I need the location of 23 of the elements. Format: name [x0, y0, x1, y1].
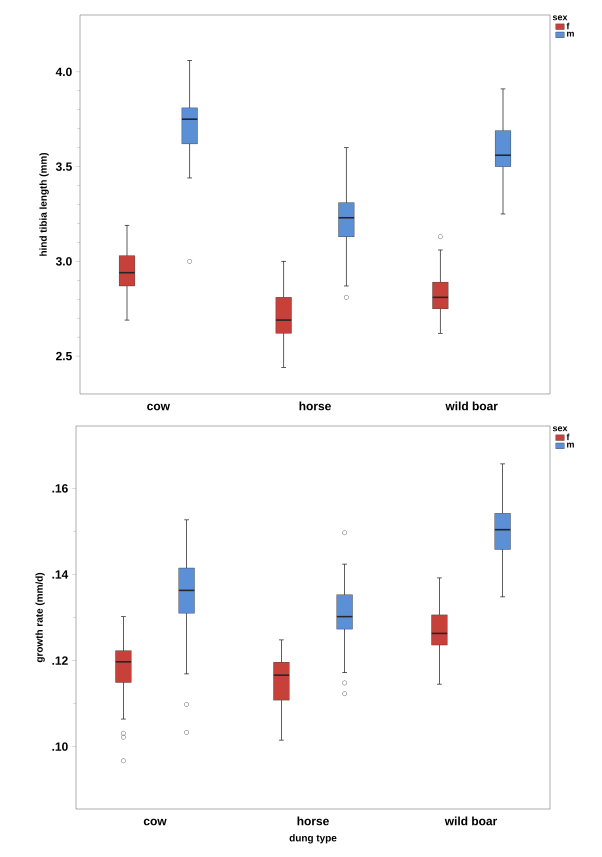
x-tick-label: horse: [300, 402, 331, 410]
y-tick-label: 4.0: [56, 68, 72, 76]
legend-title: sex: [552, 15, 568, 20]
x-tick-label: cow: [147, 404, 170, 410]
legend-label: f: [566, 434, 570, 440]
legend-label: f: [566, 22, 570, 30]
x-tick-label: wild boar: [444, 816, 498, 826]
y-tick-label: 2.5: [56, 352, 72, 360]
x-tick-label: cow: [144, 818, 167, 826]
y-axis-title: growth rate (mm/d): [35, 572, 45, 662]
y-tick-label: 3.5: [56, 162, 72, 171]
legend-label: m: [567, 32, 574, 37]
y-tick-label: 3.0: [56, 257, 72, 266]
x-axis-title: dung type: [290, 834, 336, 844]
legend-label: m: [567, 442, 574, 448]
x-tick-label: horse: [298, 816, 329, 826]
y-tick-label: .12: [52, 656, 68, 665]
y-tick-label: .14: [52, 570, 68, 579]
y-axis-title: hind tibia length (mm): [39, 152, 49, 256]
y-tick-label: .16: [52, 484, 68, 493]
legend-title: sex: [552, 426, 568, 432]
y-tick-label: .10: [52, 742, 68, 751]
x-tick-label: wild boar: [445, 402, 498, 410]
